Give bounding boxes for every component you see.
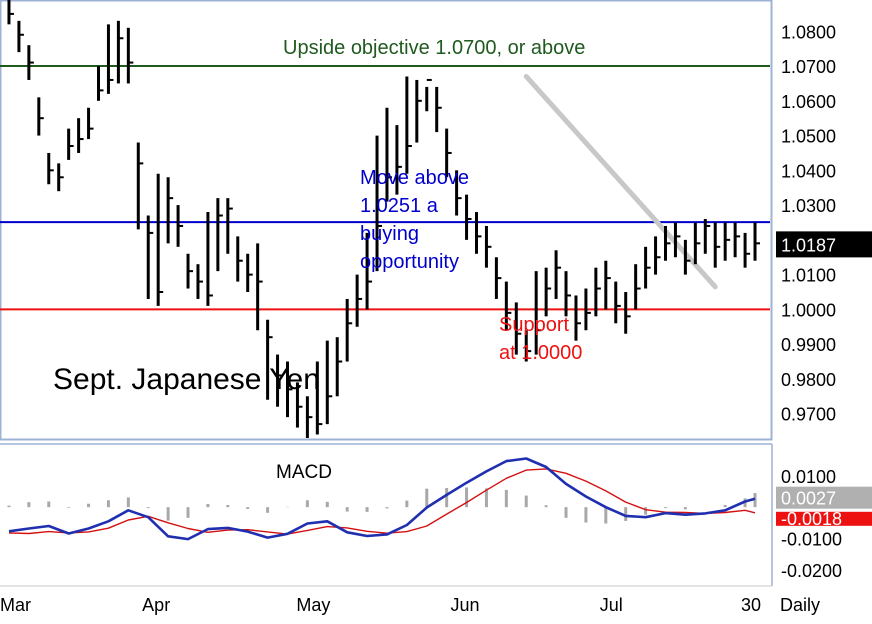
support-label: at 1.0000: [499, 342, 582, 364]
price-tick-label: 1.0700: [781, 57, 836, 77]
x-tick-label: 30: [741, 595, 761, 615]
last-price-badge: [776, 231, 872, 258]
macd-line: [8, 457, 756, 541]
buying-opportunity-label: 1.0251 a: [360, 195, 439, 217]
period-label: Daily: [780, 595, 820, 615]
price-tick-label: 1.0600: [781, 92, 836, 112]
macd-histogram-badge: [776, 486, 872, 509]
price-tick-label: 1.0400: [781, 161, 836, 181]
macd-signal-line: [8, 468, 756, 535]
macd-title: MACD: [276, 462, 332, 483]
macd-signal-value: -0.0018: [781, 509, 842, 529]
x-tick-label: Jul: [600, 595, 623, 615]
downtrend-line: [523, 73, 718, 290]
x-tick-label: Jun: [451, 595, 480, 615]
macd-tick-label: -0.0200: [781, 561, 842, 581]
x-tick-label: Apr: [142, 595, 170, 615]
upside-objective-label: Upside objective 1.0700, or above: [283, 37, 585, 59]
price-panel-frame: [0, 0, 773, 441]
buying-opportunity-label: opportunity: [360, 251, 459, 273]
x-tick-label: May: [296, 595, 330, 615]
macd-histogram-value: 0.0027: [781, 489, 836, 509]
macd-tick-label: 0.0100: [781, 467, 836, 487]
price-tick-label: 1.0000: [781, 300, 836, 320]
price-tick-label: 1.0300: [781, 196, 836, 216]
buying-opportunity-label: buying: [360, 223, 419, 245]
x-tick-label: Mar: [0, 595, 31, 615]
price-tick-label: 0.9800: [781, 370, 836, 390]
price-tick-label: 1.0500: [781, 127, 836, 147]
chart-title: Sept. Japanese Yen: [53, 363, 320, 396]
macd-tick-label: -0.0100: [781, 530, 842, 550]
price-tick-label: 0.9700: [781, 405, 836, 425]
macd-signal-badge: [776, 511, 872, 526]
price-tick-label: 0.9900: [781, 335, 836, 355]
price-tick-label: 1.0800: [781, 22, 836, 42]
buying-opportunity-label: Move above: [360, 167, 469, 189]
last-price-label: 1.0187: [781, 235, 836, 255]
price-tick-label: 1.0100: [781, 266, 836, 286]
support-label: Support: [499, 314, 569, 336]
